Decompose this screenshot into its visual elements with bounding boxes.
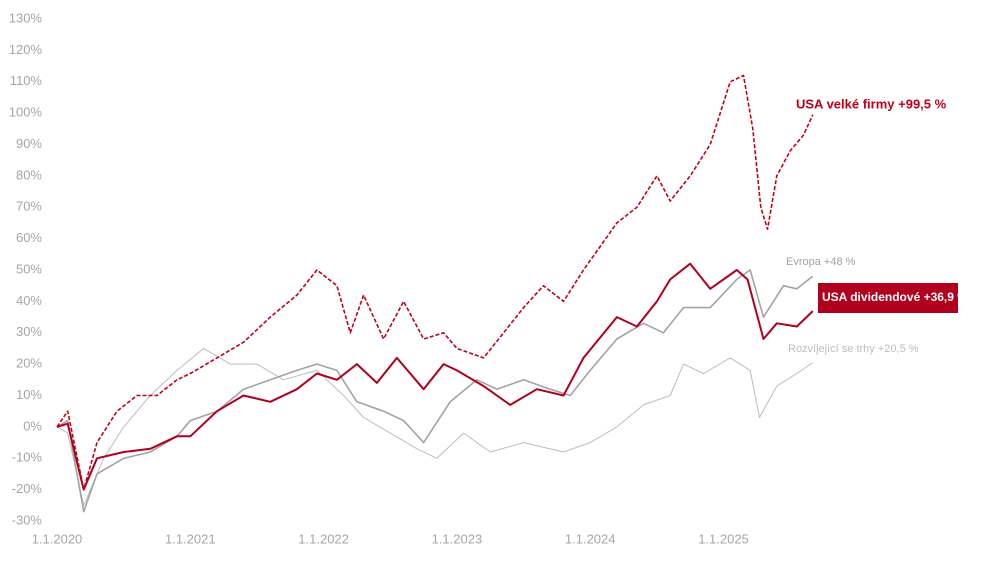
label-box [818,283,958,313]
y-tick-label: 120% [9,42,43,57]
y-tick-label: 70% [16,199,42,214]
y-tick-label: 90% [16,136,42,151]
y-tick-label: 60% [16,230,42,245]
series-label: USA dividendové +36,9 % [822,290,968,304]
y-tick-label: 100% [9,105,43,120]
series-label: USA velké firmy +99,5 % [796,96,947,111]
y-tick-label: 110% [10,73,43,88]
y-tick-label: 20% [16,356,42,371]
series-line [56,269,814,513]
y-tick-label: 10% [16,387,42,402]
x-tick-label: 1.1.2020 [32,531,83,546]
series-label: Evropa +48 % [786,256,856,268]
y-tick-label: -30% [12,512,43,527]
y-tick-label: 130% [9,10,43,25]
y-tick-label: 40% [16,293,42,308]
y-tick-label: -20% [12,481,43,496]
y-tick-label: 30% [16,324,42,339]
x-tick-label: 1.1.2022 [298,531,349,546]
y-tick-label: 80% [16,167,42,182]
series-line [56,74,814,491]
x-tick-label: 1.1.2021 [165,531,216,546]
y-tick-label: 0% [23,418,42,433]
x-tick-label: 1.1.2023 [432,531,483,546]
y-tick-label: -10% [12,450,43,465]
x-tick-label: 1.1.2024 [565,531,616,546]
y-tick-label: 50% [16,261,42,276]
series-label: Rozvíjející se trhy +20,5 % [788,343,919,355]
x-tick-label: 1.1.2025 [698,531,749,546]
series-line [56,347,814,506]
series-line [56,262,814,491]
